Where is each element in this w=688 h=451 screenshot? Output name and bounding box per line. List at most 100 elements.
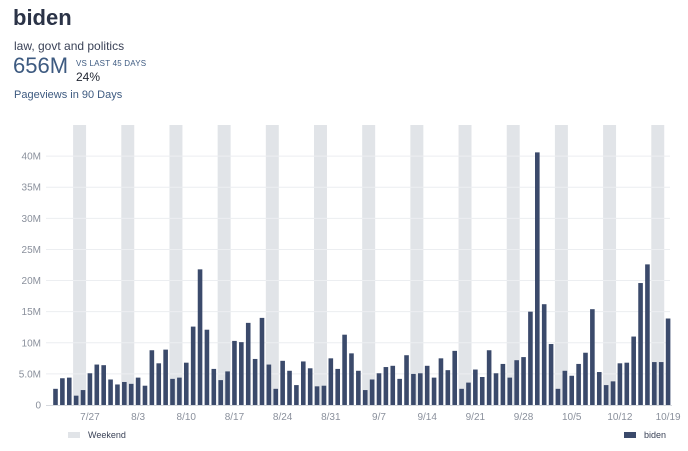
data-bar: [73, 395, 79, 405]
weekend-band: [169, 125, 183, 405]
data-bar: [610, 381, 616, 405]
pageviews-label: Pageviews in 90 Days: [14, 89, 123, 101]
data-bar: [652, 362, 657, 405]
data-bar: [273, 388, 279, 405]
x-tick-label: 10/19: [656, 412, 681, 423]
data-bar: [239, 342, 244, 405]
y-tick-label: 30M: [22, 214, 41, 225]
y-tick-label: 35M: [22, 183, 41, 194]
data-bar: [87, 373, 93, 405]
series-swatch: [623, 432, 636, 438]
x-tick-label: 8/3: [131, 412, 145, 423]
data-bar: [445, 370, 451, 405]
data-bar: [528, 311, 533, 405]
weekend-band: [458, 125, 472, 405]
data-bar: [417, 373, 423, 405]
data-bar: [300, 361, 306, 405]
data-bar: [135, 377, 141, 405]
weekend-swatch: [68, 432, 80, 438]
data-bar: [115, 384, 120, 405]
data-bar: [163, 349, 168, 405]
data-bar: [645, 264, 650, 405]
comparison-label: VS LAST 45 DAYS: [76, 59, 147, 68]
data-bar: [376, 373, 382, 405]
data-bar: [583, 352, 588, 405]
data-bar: [94, 364, 100, 405]
data-bar: [535, 152, 540, 405]
category-label: law, govt and politics: [14, 39, 125, 53]
data-bar: [390, 365, 396, 405]
data-bar: [473, 369, 478, 405]
data-bar: [514, 360, 519, 405]
data-bar: [479, 377, 485, 405]
x-tick-label: 9/21: [466, 412, 486, 423]
data-bar: [397, 378, 402, 405]
data-bar: [356, 370, 361, 405]
data-bar: [321, 385, 327, 405]
y-tick-label: 0: [35, 401, 41, 412]
data-bar: [500, 363, 506, 405]
data-bar: [521, 357, 526, 405]
data-bar: [369, 379, 375, 405]
data-bar: [314, 386, 320, 405]
data-bar: [569, 375, 575, 405]
pageviews-bar-chart: 0 5.0M 10M 15M 20M 25M 30M 35M 40M 7/27 8/3 8/10 8/1…: [19, 125, 681, 423]
data-bar: [624, 362, 630, 405]
y-tick-label: 5.0M: [19, 369, 41, 380]
x-tick-label: 10/5: [562, 412, 582, 423]
data-bar: [287, 370, 292, 405]
data-bar: [307, 368, 313, 405]
x-tick-label: 9/7: [372, 412, 386, 423]
data-bar: [108, 379, 113, 405]
data-bar: [122, 381, 127, 405]
data-bar: [101, 365, 106, 405]
data-bar: [245, 322, 251, 405]
data-bar: [197, 269, 203, 405]
data-bar: [548, 344, 554, 405]
data-bar: [424, 365, 430, 405]
x-tick-label: 7/27: [80, 412, 100, 423]
data-bar: [665, 318, 671, 405]
y-tick-label: 15M: [22, 307, 41, 318]
data-bar: [466, 382, 471, 405]
x-tick-label: 8/10: [177, 412, 197, 423]
data-bar: [80, 390, 86, 405]
data-bar: [266, 364, 272, 405]
data-bar: [170, 378, 175, 405]
legend-series[interactable]: biden: [623, 430, 666, 440]
data-bar: [431, 377, 437, 405]
legend-series-label: biden: [643, 430, 666, 440]
data-bar: [328, 358, 334, 405]
weekend-band: [265, 125, 279, 405]
legend-weekend-label: Weekend: [88, 430, 126, 440]
data-bar: [486, 350, 492, 405]
y-tick-label: 20M: [22, 276, 41, 287]
data-bar: [128, 383, 134, 405]
weekend-band: [362, 125, 376, 405]
data-bar: [190, 326, 196, 405]
data-bar: [631, 336, 636, 405]
data-bar: [541, 304, 547, 405]
data-bar: [259, 317, 265, 405]
page-title: biden: [13, 5, 72, 30]
data-bar: [493, 373, 499, 405]
x-tick-label: 9/14: [417, 412, 437, 423]
data-bar: [555, 388, 561, 405]
data-bar: [53, 388, 58, 405]
weekend-band: [121, 125, 135, 405]
total-pageviews: 656M: [13, 53, 69, 78]
data-bar: [507, 377, 513, 405]
data-bar: [362, 390, 368, 405]
x-tick-label: 10/12: [607, 412, 632, 423]
weekend-band: [410, 125, 424, 405]
data-bar: [183, 362, 189, 405]
data-bar: [66, 377, 72, 405]
data-bar: [232, 340, 237, 405]
y-tick-label: 10M: [22, 338, 41, 349]
legend-weekend[interactable]: Weekend: [68, 430, 126, 440]
data-bar: [149, 350, 155, 405]
data-bar: [156, 363, 162, 405]
data-bar: [177, 377, 182, 405]
data-bar: [383, 367, 389, 405]
y-tick-label: 40M: [22, 152, 41, 163]
